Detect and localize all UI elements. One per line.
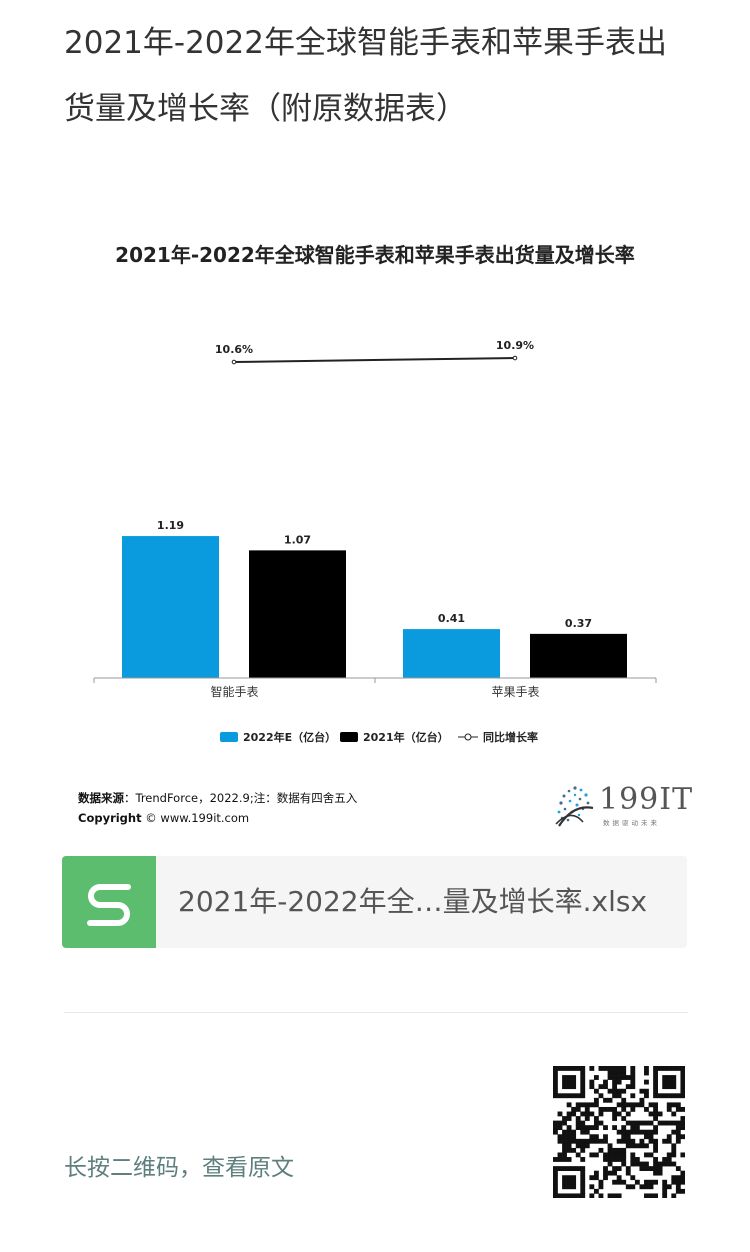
legend-label: 同比增长率	[483, 730, 538, 744]
copyright-label: Copyright	[78, 811, 142, 825]
legend-label: 2021年（亿台）	[363, 730, 449, 744]
chart-svg: 2021年-2022年全球智能手表和苹果手表出货量及增长率 10.6% 10.9%…	[93, 243, 657, 744]
bar	[122, 536, 219, 678]
attachment-file-name: 2021年-2022年全…量及增长率.xlsx	[178, 885, 648, 918]
growth-rate-label: 10.9%	[496, 339, 534, 352]
logo-text: 199IT	[599, 782, 694, 817]
source-text: ：TrendForce，2022.9;注：数据有四舍五入	[124, 791, 358, 805]
growth-rate-line	[233, 357, 516, 364]
bar-value-label: 0.41	[438, 612, 465, 625]
spreadsheet-s-icon	[62, 856, 156, 948]
chart-image: 2021年-2022年全球智能手表和苹果手表出货量及增长率 10.6% 10.9%…	[62, 220, 688, 840]
divider	[64, 1012, 688, 1013]
legend-swatch	[340, 732, 358, 742]
bar-value-label: 0.37	[565, 617, 592, 630]
growth-rate-point	[512, 355, 518, 361]
copyright-text: © www.199it.com	[145, 811, 250, 825]
attachment-file-card[interactable]: 2021年-2022年全…量及增长率.xlsx	[62, 856, 687, 948]
bar	[249, 550, 346, 678]
legend-swatch	[220, 732, 238, 742]
growth-rate-label: 10.6%	[215, 343, 253, 356]
legend-line-marker	[464, 733, 472, 741]
bar	[403, 629, 500, 678]
logo-subtitle: 数据驱动未来	[603, 819, 660, 827]
chart-title: 2021年-2022年全球智能手表和苹果手表出货量及增长率	[115, 243, 635, 267]
bar	[530, 633, 627, 678]
x-tick-label: 智能手表	[210, 684, 258, 699]
page-title: 2021年-2022年全球智能手表和苹果手表出货量及增长率（附原数据表）	[64, 25, 667, 127]
bar-value-label: 1.19	[157, 519, 184, 532]
199it-logo: 199IT 数据驱动未来	[553, 782, 692, 830]
logo-dots-icon	[555, 786, 594, 827]
x-tick-label: 苹果手表	[491, 685, 539, 699]
bar-value-label: 1.07	[284, 533, 311, 546]
source-label: 数据来源	[78, 791, 124, 805]
data-source: 数据来源：TrendForce，2022.9;注：数据有四舍五入 Copyrig…	[78, 788, 357, 828]
legend-label: 2022年E（亿台）	[243, 730, 336, 744]
qr-hint-text: 长按二维码，查看原文	[64, 1155, 294, 1181]
growth-rate-point	[231, 359, 237, 365]
qr-code-icon[interactable]	[553, 1066, 686, 1199]
